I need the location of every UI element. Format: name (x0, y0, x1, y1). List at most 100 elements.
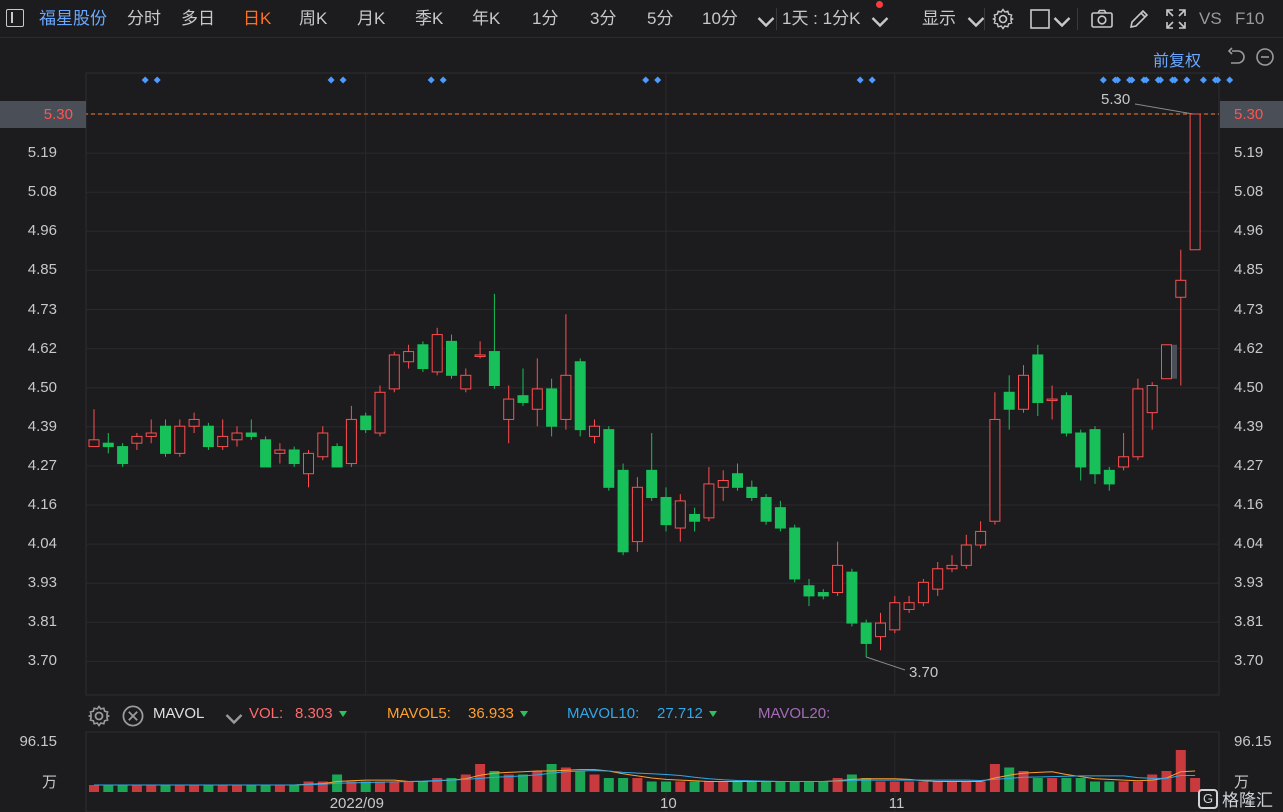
watermark-logo: G 格隆汇 (1198, 786, 1273, 811)
volume-bar (260, 785, 271, 792)
event-marker-icon (439, 76, 447, 84)
volume-axis-top-right: 96.15 (1234, 733, 1272, 750)
interval-select[interactable]: 1天 : 1分K (782, 9, 861, 28)
candle-down (546, 388, 558, 427)
period-tab[interactable]: 1分 (532, 9, 559, 28)
event-marker-icon (1214, 76, 1222, 84)
candle-down (574, 361, 586, 431)
volume-bar (560, 767, 571, 792)
price-adjust-toggle[interactable]: 前复权 (1153, 53, 1202, 70)
event-marker-icon (153, 76, 161, 84)
volume-bar (861, 778, 872, 792)
reset-icon[interactable] (1226, 47, 1246, 67)
candle-up (274, 449, 286, 454)
more-periods-chevron-icon[interactable] (754, 9, 775, 28)
period-tab[interactable]: 年K (472, 9, 501, 28)
display-chevron-icon[interactable] (964, 9, 985, 28)
candle-up (1161, 344, 1172, 380)
indicator-settings-icon[interactable] (87, 704, 111, 727)
volume-bar (189, 785, 200, 792)
indicator-chevron-icon[interactable] (222, 706, 243, 725)
checkbox-icon[interactable] (1029, 7, 1053, 31)
period-tab[interactable]: 3分 (590, 9, 617, 28)
candle-up (717, 480, 729, 488)
price-tick-label: 4.39 (1234, 417, 1264, 435)
candle-up (1018, 374, 1029, 410)
candle-up (531, 388, 543, 410)
price-tick-label: 3.70 (1234, 652, 1264, 670)
candle-up (131, 435, 143, 444)
candle-up (875, 622, 886, 638)
volume-bar (961, 781, 972, 792)
candle-down (774, 507, 786, 529)
volume-bar (117, 785, 128, 792)
volume-bar (389, 781, 400, 792)
f10-button[interactable]: F10 (1235, 9, 1265, 28)
indicator-close-icon[interactable] (121, 704, 144, 727)
price-tick-label: 3.81 (27, 613, 57, 631)
settings-gear-icon[interactable] (991, 7, 1015, 31)
indicator-name[interactable]: MAVOL (153, 705, 205, 722)
mavol5-label: MAVOL5: (387, 705, 451, 722)
event-marker-icon (327, 76, 335, 84)
period-tab[interactable]: 10分 (702, 9, 738, 28)
candle-down (817, 592, 829, 597)
candle-up (303, 452, 314, 475)
period-tab[interactable]: 日K (243, 9, 272, 28)
volume-bar (1047, 778, 1058, 792)
candle-down (1103, 469, 1115, 485)
candle-down (1060, 395, 1072, 434)
period-tab[interactable]: 多日 (181, 9, 215, 28)
volume-bar (804, 781, 814, 792)
candle-up (317, 432, 329, 458)
low-annotation-label: 3.70 (909, 664, 938, 681)
fullscreen-icon[interactable] (1164, 7, 1188, 31)
checkbox-chevron-icon[interactable] (1050, 9, 1071, 28)
candle-down (646, 469, 658, 498)
candle-up (1146, 385, 1158, 414)
stock-name[interactable]: 福星股份 (39, 9, 107, 28)
candle-down (746, 486, 758, 498)
down-arrow-icon (338, 711, 347, 718)
candle-down (860, 622, 872, 644)
candle-down (417, 344, 429, 370)
price-tick-label: 4.39 (27, 417, 57, 435)
candle-up (231, 432, 243, 441)
interval-chevron-icon[interactable] (868, 9, 889, 28)
candle-down (488, 351, 500, 386)
price-tick-label: 4.85 (1234, 261, 1264, 279)
vs-button[interactable]: VS (1199, 9, 1222, 28)
x-axis-label: 10 (660, 795, 677, 812)
period-tab[interactable]: 分时 (127, 9, 161, 28)
volume-bar (918, 781, 929, 792)
candle-up (960, 544, 972, 566)
volume-bar (546, 764, 557, 792)
zoom-out-icon[interactable] (1255, 47, 1275, 67)
price-tick-label: 4.62 (1234, 339, 1264, 357)
period-tab[interactable]: 5分 (647, 9, 674, 28)
volume-bar (832, 778, 843, 792)
candle-up (1046, 398, 1058, 402)
candle-down (617, 469, 629, 553)
display-menu[interactable]: 显示 (922, 9, 956, 28)
period-tab[interactable]: 月K (357, 9, 386, 28)
volume-bar (975, 781, 986, 792)
volume-bar (1004, 767, 1015, 792)
volume-bar (346, 781, 357, 792)
panel-toggle-icon[interactable] (6, 9, 24, 27)
period-tab[interactable]: 周K (299, 9, 328, 28)
volume-bar (532, 771, 543, 792)
period-tab[interactable]: 季K (415, 9, 444, 28)
camera-icon[interactable] (1090, 7, 1114, 31)
candle-up (431, 334, 443, 373)
pencil-icon[interactable] (1127, 7, 1151, 31)
candle-up (946, 564, 958, 570)
candle-down (1075, 432, 1087, 468)
price-tick-label: 4.27 (27, 456, 57, 474)
price-tick-label: 4.96 (27, 222, 57, 240)
candle-down (446, 340, 457, 376)
volume-bar (303, 781, 314, 792)
price-tick-label: 4.27 (1234, 456, 1264, 474)
watermark-text: 格隆汇 (1222, 791, 1273, 810)
